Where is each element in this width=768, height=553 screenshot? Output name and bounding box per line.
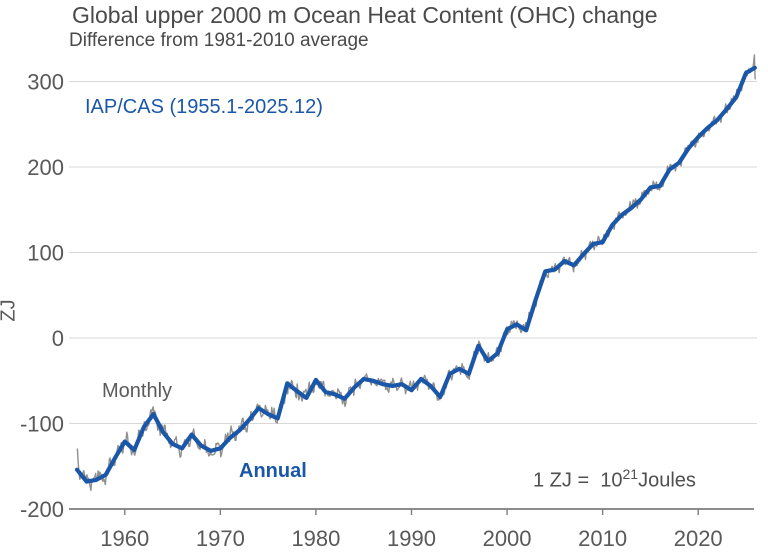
y-tick-label: -100 bbox=[20, 412, 64, 437]
y-tick-label: 200 bbox=[27, 155, 64, 180]
x-tick-label: 1990 bbox=[387, 526, 436, 551]
monthly-series-label: Monthly bbox=[102, 380, 173, 402]
x-tick-label: 1960 bbox=[100, 526, 149, 551]
dataset-label: IAP/CAS (1955.1-2025.12) bbox=[85, 96, 323, 118]
x-tick-label: 2000 bbox=[483, 526, 532, 551]
y-tick-label: -200 bbox=[20, 497, 64, 522]
chart-title: Global upper 2000 m Ocean Heat Content (… bbox=[72, 2, 658, 28]
chart-subtitle: Difference from 1981-2010 average bbox=[69, 30, 369, 51]
y-axis-label: ZJ bbox=[0, 299, 20, 322]
y-tick-label: 0 bbox=[52, 326, 64, 351]
unit-note: 1 ZJ = 1021Joules bbox=[533, 466, 696, 493]
unit-note-prefix: 1 ZJ = 10 bbox=[533, 469, 623, 492]
x-tick-label: 1970 bbox=[196, 526, 245, 551]
y-tick-label: 300 bbox=[27, 70, 64, 95]
annual-line bbox=[74, 65, 757, 484]
x-tick-label: 2020 bbox=[674, 526, 723, 551]
unit-note-suffix: Joules bbox=[638, 469, 696, 492]
x-tick-label: 2010 bbox=[578, 526, 627, 551]
monthly-line bbox=[76, 54, 756, 492]
y-tick-label: 100 bbox=[27, 241, 64, 266]
unit-note-superscript: 21 bbox=[622, 466, 639, 482]
x-tick-label: 1980 bbox=[291, 526, 340, 551]
annual-series-label: Annual bbox=[239, 460, 307, 482]
